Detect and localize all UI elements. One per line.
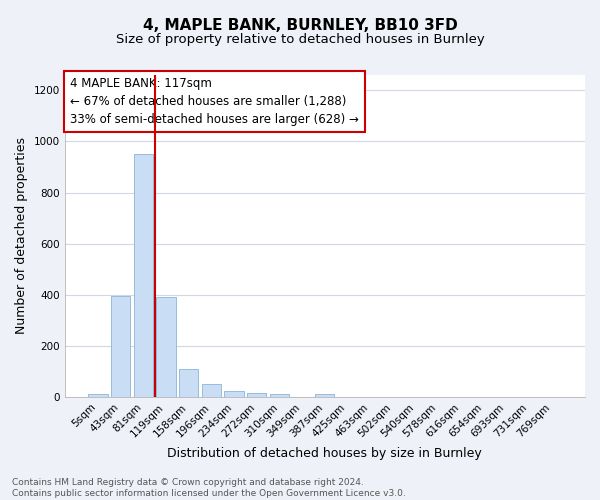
Bar bbox=[179, 370, 199, 397]
Bar bbox=[224, 390, 244, 397]
Bar bbox=[247, 393, 266, 397]
Y-axis label: Number of detached properties: Number of detached properties bbox=[15, 138, 28, 334]
Text: 4, MAPLE BANK, BURNLEY, BB10 3FD: 4, MAPLE BANK, BURNLEY, BB10 3FD bbox=[143, 18, 457, 32]
Text: Size of property relative to detached houses in Burnley: Size of property relative to detached ho… bbox=[116, 32, 484, 46]
Bar bbox=[202, 384, 221, 397]
Bar bbox=[111, 296, 130, 397]
X-axis label: Distribution of detached houses by size in Burnley: Distribution of detached houses by size … bbox=[167, 447, 482, 460]
Text: 4 MAPLE BANK: 117sqm
← 67% of detached houses are smaller (1,288)
33% of semi-de: 4 MAPLE BANK: 117sqm ← 67% of detached h… bbox=[70, 76, 359, 126]
Bar bbox=[157, 298, 176, 397]
Bar bbox=[270, 394, 289, 397]
Bar bbox=[88, 394, 107, 397]
Bar bbox=[315, 394, 334, 397]
Bar bbox=[134, 154, 153, 397]
Text: Contains HM Land Registry data © Crown copyright and database right 2024.
Contai: Contains HM Land Registry data © Crown c… bbox=[12, 478, 406, 498]
